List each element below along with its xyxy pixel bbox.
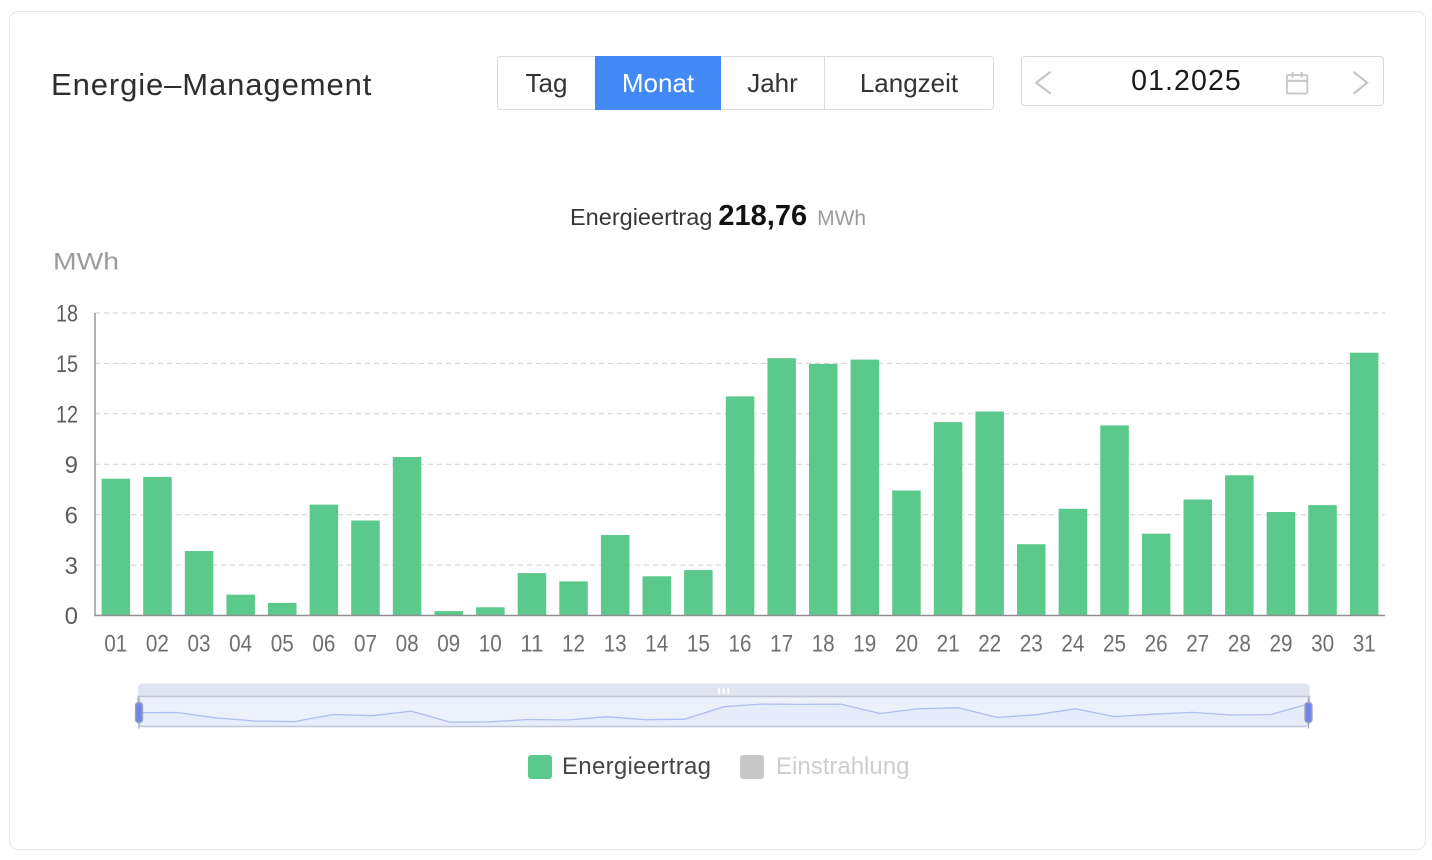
svg-text:0: 0: [65, 603, 78, 630]
svg-text:01: 01: [104, 631, 127, 658]
svg-text:08: 08: [396, 631, 419, 658]
svg-text:20: 20: [895, 631, 918, 658]
svg-text:24: 24: [1061, 631, 1084, 658]
svg-text:6: 6: [65, 502, 78, 529]
svg-text:31: 31: [1353, 631, 1376, 658]
svg-text:9: 9: [65, 452, 78, 479]
svg-text:07: 07: [354, 631, 377, 658]
svg-text:14: 14: [645, 631, 668, 658]
svg-text:15: 15: [687, 631, 710, 658]
svg-text:16: 16: [729, 631, 752, 658]
svg-text:04: 04: [229, 631, 252, 658]
svg-text:26: 26: [1145, 631, 1168, 658]
svg-text:28: 28: [1228, 631, 1251, 658]
svg-text:09: 09: [437, 631, 460, 658]
svg-text:18: 18: [56, 301, 78, 328]
svg-text:29: 29: [1270, 631, 1293, 658]
svg-text:MWh: MWh: [53, 249, 119, 276]
svg-text:17: 17: [770, 631, 793, 658]
svg-text:18: 18: [812, 631, 835, 658]
svg-text:12: 12: [562, 631, 585, 658]
svg-text:3: 3: [65, 553, 78, 580]
svg-text:15: 15: [56, 351, 78, 378]
svg-text:05: 05: [271, 631, 294, 658]
svg-text:13: 13: [604, 631, 627, 658]
svg-text:06: 06: [312, 631, 335, 658]
svg-text:10: 10: [479, 631, 502, 658]
svg-text:21: 21: [937, 631, 960, 658]
svg-text:23: 23: [1020, 631, 1043, 658]
svg-text:02: 02: [146, 631, 169, 658]
svg-text:11: 11: [520, 631, 543, 658]
svg-text:22: 22: [978, 631, 1001, 658]
svg-text:27: 27: [1186, 631, 1209, 658]
svg-text:25: 25: [1103, 631, 1126, 658]
svg-text:03: 03: [188, 631, 211, 658]
svg-text:19: 19: [853, 631, 876, 658]
svg-text:30: 30: [1311, 631, 1334, 658]
svg-text:12: 12: [56, 402, 78, 429]
